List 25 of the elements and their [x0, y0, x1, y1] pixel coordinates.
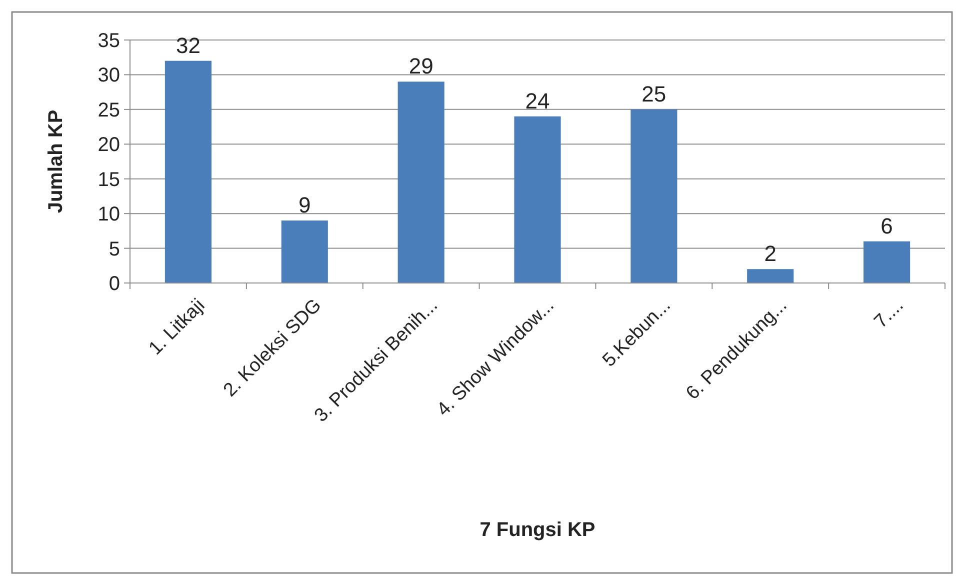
bar — [281, 220, 328, 283]
y-tick-label: 35 — [98, 30, 120, 52]
data-label: 2 — [764, 241, 776, 266]
data-label: 6 — [880, 213, 893, 238]
bar — [864, 241, 910, 283]
data-label: 32 — [176, 32, 200, 58]
y-tick-label: 25 — [98, 99, 120, 122]
data-label: 24 — [525, 88, 550, 114]
x-tick-label: 7.... — [870, 295, 908, 332]
bar — [747, 269, 794, 283]
y-axis-title: Jumlah KP — [45, 110, 67, 214]
x-axis-title: 7 Fungsi KP — [480, 519, 596, 541]
bar — [398, 82, 444, 283]
y-tick-label: 15 — [98, 168, 120, 191]
data-label: 9 — [298, 192, 311, 218]
y-tick-label: 10 — [98, 204, 120, 226]
y-tick-label: 20 — [98, 134, 120, 156]
y-tick-label: 30 — [98, 64, 120, 87]
bar — [164, 60, 212, 283]
y-tick-label: 0 — [108, 273, 120, 295]
bar — [514, 116, 561, 283]
data-label: 29 — [408, 54, 434, 79]
bar — [630, 109, 678, 283]
data-label: 25 — [642, 81, 666, 106]
y-tick-label: 5 — [108, 238, 120, 260]
